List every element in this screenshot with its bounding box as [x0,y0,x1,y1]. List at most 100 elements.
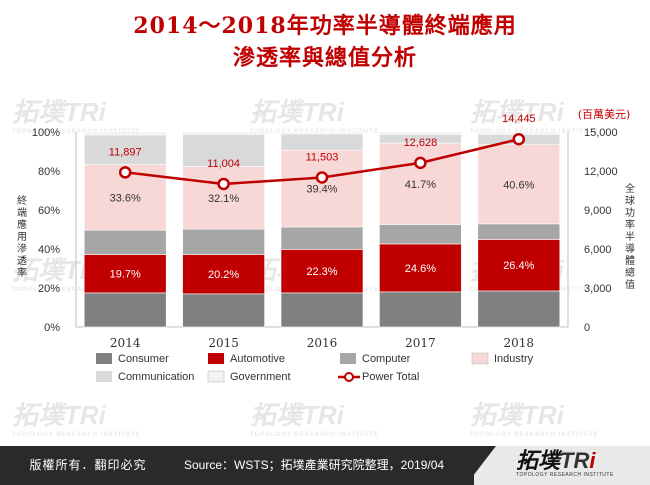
legend-label: Automotive [230,353,285,365]
bar-segment-automotive [280,249,364,294]
bar-segment-communication [280,133,364,151]
bar-data-label-automotive: 19.7% [110,269,141,281]
y-left-axis-title-char: 端 [17,206,27,219]
bar-segment-consumer [280,292,364,328]
x-tick-label: 2017 [405,336,436,350]
y-right-axis-title-char: 功 [625,207,635,219]
y-left-axis-title-char: 應 [17,218,27,231]
y-right-axis-title-char: 值 [625,278,635,291]
logo-i: i [589,448,596,473]
bar-segment-communication [182,134,265,167]
source-note: Source：WSTS；拓墣產業研究院整理，2019/04 [176,446,474,485]
chart-title-line1: 2014～2018年功率半導體終端應用 [133,13,517,39]
power-total-point [315,171,329,184]
power-total-point [414,156,427,170]
bar-segment-consumer [83,292,167,328]
y-left-tick-label: 0% [44,322,60,334]
y-left-tick-label: 60% [38,205,60,217]
y-right-axis-title-char: 導 [625,242,635,255]
bar-segment-consumer [379,291,462,328]
power-total-data-label: 11,503 [306,151,339,163]
legend-swatch-government [207,370,225,383]
bar-segment-consumer [477,290,561,328]
legend-swatch-consumer [96,353,112,364]
y-right-tick-label: 3,000 [584,283,612,295]
legend-swatch-automotive [208,353,224,364]
bar-segment-communication [83,134,167,165]
y-right-tick-label: 9,000 [584,205,612,217]
bar-data-label-automotive: 20.2% [208,269,239,281]
y-right-axis-title-char: 球 [625,194,635,207]
y-left-axis-title-char: 率 [17,266,27,279]
bar-data-label-industry: 40.6% [503,179,534,191]
y-right-tick-label: 0 [584,322,590,334]
power-total-data-label: 14,445 [502,113,536,125]
legend-label: Consumer [118,353,169,365]
legend-label: Computer [362,353,411,365]
y-right-unit-label: (百萬美元) [578,108,631,121]
bar-segment-automotive [83,254,167,294]
footer-bar: 版權所有．翻印必究 Source：WSTS；拓墣產業研究院整理，2019/04 … [0,446,650,485]
y-right-tick-label: 12,000 [584,166,618,178]
bar-data-label-industry: 33.6% [110,192,141,204]
y-right-tick-label: 6,000 [584,244,612,256]
legend-label: Industry [494,353,534,365]
bar-segment-government [182,131,265,135]
bar-data-label-industry: 32.1% [208,193,239,205]
y-left-axis-title-char: 終 [17,194,27,207]
y-left-axis-title-char: 用 [17,232,27,243]
legend-label: Power Total [362,371,419,383]
y-left-axis-title-char: 透 [17,255,27,267]
bar-data-label-automotive: 22.3% [306,266,337,278]
y-left-tick-label: 40% [38,244,60,256]
tri-logo: 拓墣TRi TOPOLOGY RESEARCH INSTITUTE [516,450,636,482]
y-right-axis-title-char: 總 [625,266,635,279]
bar-data-label-industry: 39.4% [306,184,337,196]
bar-data-label-industry: 41.7% [405,179,436,191]
legend-swatch-marker [344,372,354,382]
power-total-data-label: 12,628 [404,137,438,149]
bar-segment-computer [477,223,561,240]
y-right-axis-title-char: 體 [625,255,635,267]
y-right-tick-label: 15,000 [584,127,618,139]
logo-tagline: TOPOLOGY RESEARCH INSTITUTE [516,472,614,478]
y-left-tick-label: 100% [32,127,60,139]
power-total-data-label: 11,897 [109,146,142,158]
chart-svg: 0% 20% 40% 60% 80% 100% 0 3,000 6,000 9,000 12,000… [17,108,635,383]
y-left-tick-label: 80% [38,166,60,178]
power-total-point [118,166,132,179]
x-tick-label: 2014 [110,336,141,350]
copyright-notice: 版權所有．翻印必究 [0,446,176,485]
y-right-axis-title-char: 率 [625,218,635,231]
bar-segment-computer [379,224,462,245]
bar-segment-computer [280,226,364,250]
y-right-axis-title-char: 全 [625,182,635,195]
bar-segment-computer [83,229,167,255]
logo-cn: 拓墣 [516,448,561,473]
bar-segment-consumer [182,293,265,328]
y-left-tick-label: 20% [38,283,60,295]
bar-data-label-automotive: 26.4% [503,260,534,272]
x-tick-label: 2015 [208,336,239,350]
bar-segment-automotive [379,243,462,293]
y-left-axis-title-char: 滲 [17,243,27,255]
legend-swatch-computer [340,353,356,364]
power-total-point [217,177,230,191]
footer-slant [466,446,496,485]
legend-swatch-industry [471,352,489,365]
logo-tr: TR [560,448,590,473]
chart-title-line2: 滲透率與總值分析 [232,45,417,71]
bar-segment-government [83,131,167,136]
bar-segment-automotive [477,239,561,292]
bar-segment-automotive [182,254,265,295]
power-total-point [512,132,526,146]
bar-segment-industry [477,144,561,225]
bar-segment-government [379,131,462,135]
x-tick-label: 2016 [307,336,338,350]
y-right-axis-title-char: 半 [625,230,635,243]
legend-swatch-communication [96,371,112,382]
bar-segment-industry [280,149,364,228]
